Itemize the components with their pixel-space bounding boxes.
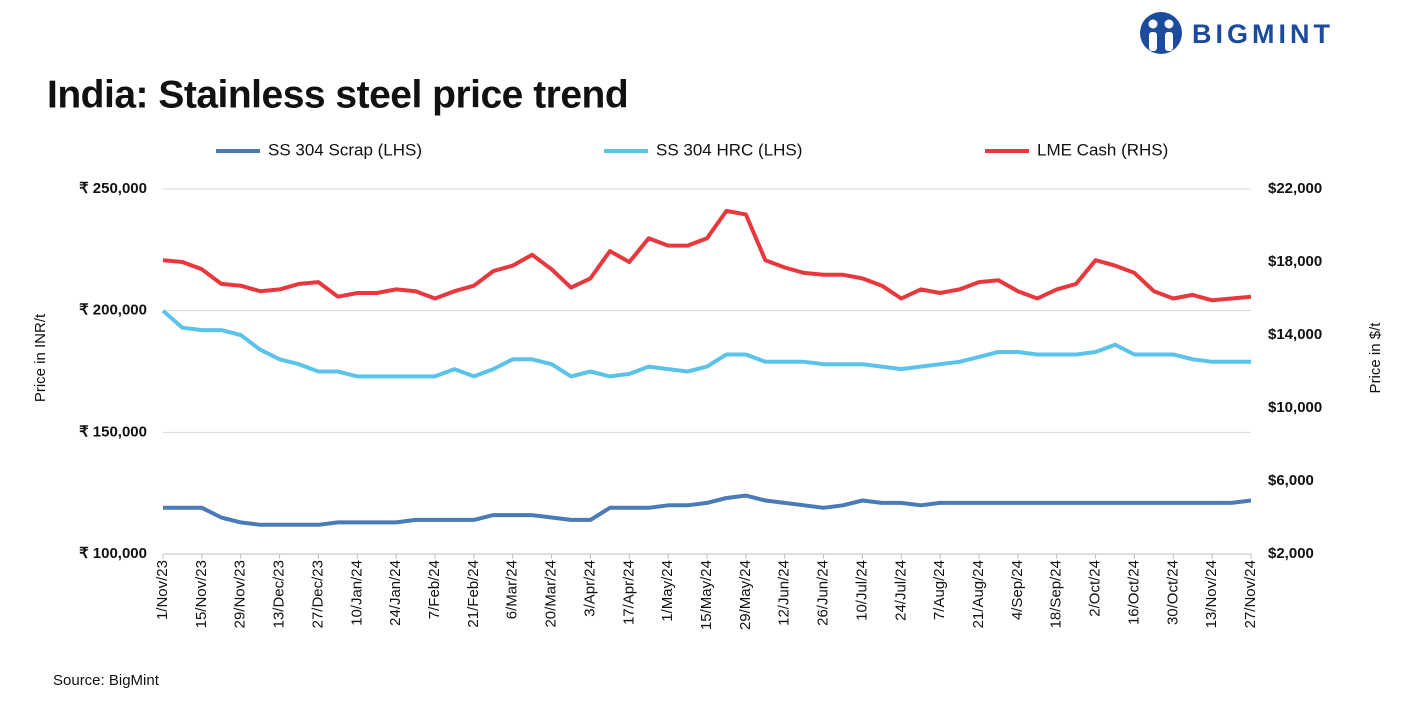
source-note: Source: BigMint xyxy=(53,672,160,689)
logo-icon-part xyxy=(1164,19,1174,29)
x-tick-label: 18/Sep/24 xyxy=(1048,560,1065,628)
x-tick-label: 24/Jan/24 xyxy=(387,560,404,626)
x-tick-label: 4/Sep/24 xyxy=(1009,560,1026,620)
y-tick-label: ₹ 150,000 xyxy=(79,423,147,440)
legend-label: SS 304 HRC (LHS) xyxy=(656,140,802,159)
x-tick-label: 12/Jun/24 xyxy=(776,560,793,626)
brand-logo: BIGMINT xyxy=(1140,12,1334,54)
x-tick-label: 7/Aug/24 xyxy=(931,560,948,620)
y-tick-label: ₹ 250,000 xyxy=(79,180,147,197)
x-tick-label: 6/Mar/24 xyxy=(504,560,521,619)
x-tick-label: 3/Apr/24 xyxy=(581,560,598,617)
brand-name: BIGMINT xyxy=(1192,19,1334,49)
y2-tick-label: $6,000 xyxy=(1268,472,1314,489)
legend-label: SS 304 Scrap (LHS) xyxy=(268,140,422,159)
x-tick-label: 15/May/24 xyxy=(698,560,715,630)
logo-icon-part xyxy=(1148,19,1158,29)
y2-tick-label: $2,000 xyxy=(1268,545,1314,562)
x-tick-label: 24/Jul/24 xyxy=(892,560,909,621)
x-tick-label: 13/Dec/23 xyxy=(271,560,288,628)
series-line xyxy=(162,208,1252,303)
x-tick-label: 26/Jun/24 xyxy=(815,560,832,626)
chart-title: India: Stainless steel price trend xyxy=(47,73,628,116)
x-tick-label: 2/Oct/24 xyxy=(1087,560,1104,617)
x-tick-label: 13/Nov/24 xyxy=(1203,560,1220,628)
legend-label: LME Cash (RHS) xyxy=(1037,140,1168,159)
x-tick-label: 21/Aug/24 xyxy=(970,560,987,628)
series-line xyxy=(161,309,1251,379)
x-tick-label: 7/Feb/24 xyxy=(426,560,443,619)
y-tick-label: ₹ 100,000 xyxy=(79,545,147,562)
series-line xyxy=(163,493,1252,527)
y2-tick-label: $22,000 xyxy=(1268,180,1322,197)
y2-tick-label: $18,000 xyxy=(1268,253,1322,270)
y2-axis-title: Price in $/t xyxy=(1367,322,1384,394)
x-tick-label: 27/Dec/23 xyxy=(309,560,326,628)
y-axis-title: Price in INR/t xyxy=(32,313,49,402)
logo-icon-part xyxy=(1149,32,1157,51)
x-tick-label: 1/May/24 xyxy=(659,560,676,622)
y-tick-label: ₹ 200,000 xyxy=(79,302,147,319)
x-tick-label: 30/Oct/24 xyxy=(1164,560,1181,625)
x-tick-label: 27/Nov/24 xyxy=(1242,560,1259,628)
x-tick-label: 15/Nov/23 xyxy=(193,560,210,628)
x-tick-label: 21/Feb/24 xyxy=(465,560,482,628)
x-tick-label: 16/Oct/24 xyxy=(1125,560,1142,625)
logo-icon xyxy=(1140,12,1182,54)
x-tick-label: 29/Nov/23 xyxy=(232,560,249,628)
x-tick-label: 10/Jul/24 xyxy=(853,560,870,621)
x-tick-label: 10/Jan/24 xyxy=(348,560,365,626)
y2-tick-label: $10,000 xyxy=(1268,399,1322,416)
x-tick-label: 17/Apr/24 xyxy=(620,560,637,625)
y2-tick-label: $14,000 xyxy=(1268,326,1322,343)
x-tick-label: 1/Nov/23 xyxy=(154,560,171,620)
x-tick-label: 29/May/24 xyxy=(737,560,754,630)
logo-icon-part xyxy=(1165,32,1173,51)
x-tick-label: 20/Mar/24 xyxy=(543,560,560,628)
